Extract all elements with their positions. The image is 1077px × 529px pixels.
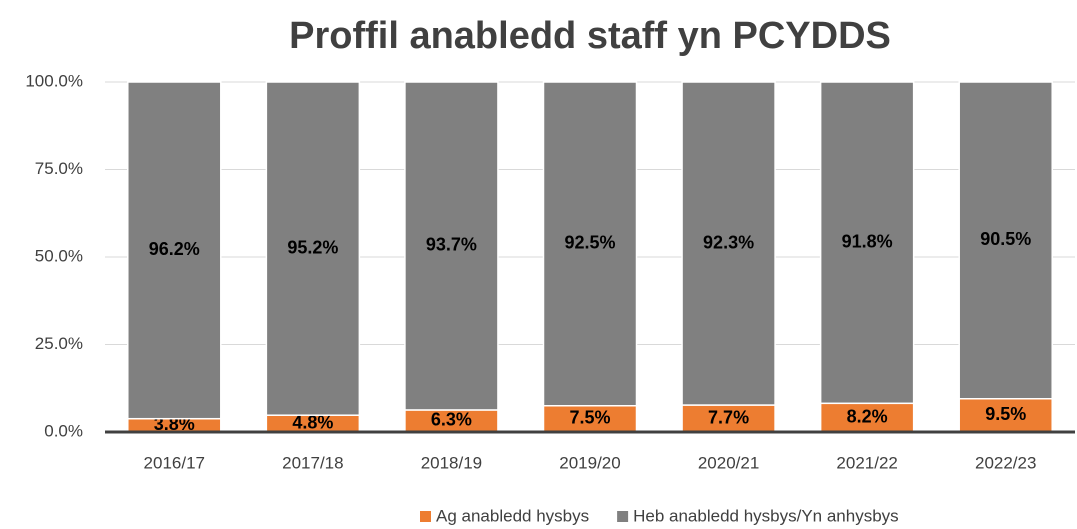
bar-segment [127,81,222,420]
y-tick-label: 25.0% [35,334,83,353]
bar-segment [404,81,499,411]
bar-segment [681,404,776,433]
data-label: 92.3% [703,232,754,252]
y-tick-label: 75.0% [35,159,83,178]
data-label: 7.5% [569,408,610,428]
data-label: 95.2% [287,237,338,257]
data-label: 6.3% [431,410,472,430]
data-label: 92.5% [564,233,615,253]
x-tick-label: 2019/20 [559,453,620,472]
data-label: 7.7% [708,407,749,427]
data-label: 96.2% [149,239,200,259]
data-label: 4.8% [292,412,333,432]
chart-title: Proffil anabledd staff yn PCYDDS [289,15,891,57]
x-tick-label: 2017/18 [282,453,343,472]
y-tick-label: 0.0% [44,421,83,440]
x-tick-label: 2016/17 [144,453,205,472]
bar-segment [819,81,915,405]
bar-segment [542,81,638,407]
data-label: 93.7% [426,235,477,255]
data-label: 9.5% [985,404,1026,424]
bar-segment [819,402,915,433]
bar-segment [542,405,638,433]
y-tick-label: 50.0% [35,246,83,265]
legend-label: Ag anabledd hysbys [436,506,589,525]
x-tick-label: 2021/22 [836,453,897,472]
legend-swatch [420,511,431,522]
x-tick-label: 2020/21 [698,453,759,472]
y-tick-label: 100.0% [25,71,83,90]
legend-swatch [617,511,629,522]
legend-label: Heb anabledd hysbys/Yn anhysbys [633,506,899,525]
data-label: 91.8% [842,231,893,251]
data-label: 8.2% [847,406,888,426]
bar-segment [958,81,1053,400]
data-label: 90.5% [980,229,1031,249]
bar-segment [681,81,776,406]
bar-segment [265,81,361,416]
x-tick-label: 2022/23 [975,453,1036,472]
x-tick-label: 2018/19 [421,453,482,472]
